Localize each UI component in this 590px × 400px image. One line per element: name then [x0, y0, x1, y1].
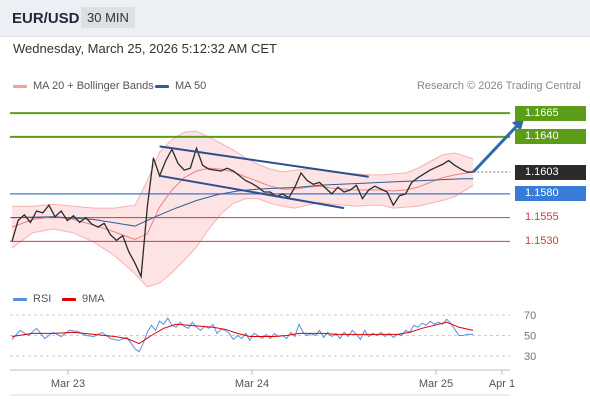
header-bar: EUR/USD 30 MIN — [0, 0, 590, 37]
level-badge-target: 1.1665 — [515, 105, 586, 121]
rsi-tick-label: 50 — [524, 330, 536, 342]
projection-arrow-shaft — [472, 125, 518, 174]
channel-upper-line — [159, 145, 369, 178]
rsi-panel: 70 50 30 — [10, 310, 536, 363]
rsi-tick-label: 70 — [524, 310, 536, 322]
ma20-swatch — [13, 84, 27, 88]
projection-layer — [472, 117, 525, 174]
ma20-line — [11, 167, 474, 241]
legend-ma50: MA 50 — [155, 80, 206, 92]
rsi-line — [11, 317, 474, 353]
legend-ma9: 9MA — [62, 293, 105, 305]
level-badge-last: 1.1603 — [515, 164, 586, 180]
channel-lower-line — [159, 174, 345, 210]
projection-arrow-head — [511, 117, 525, 131]
bollinger-upper-line — [12, 130, 474, 209]
moving-average-layer — [11, 167, 474, 241]
ma50-line — [11, 178, 474, 227]
rsi-swatch — [13, 297, 27, 301]
time-tick-label: Mar 24 — [235, 378, 269, 390]
level-badge-support: 1.1555 — [525, 211, 559, 224]
bollinger-band-layer — [11, 130, 474, 288]
symbol-title: EUR/USD — [12, 10, 80, 27]
rsi-label: RSI — [33, 293, 52, 305]
bollinger-band-fill — [12, 131, 474, 287]
rsi-ma9-line — [11, 321, 474, 345]
level-badge-support: 1.1530 — [525, 234, 559, 247]
ma20-label: MA 20 + Bollinger Bands — [33, 80, 154, 92]
timeframe-badge[interactable]: 30 MIN — [81, 7, 135, 28]
time-tick-label: Apr 1 — [489, 378, 515, 390]
timestamp: Wednesday, March 25, 2026 5:12:32 AM CET — [13, 41, 277, 56]
legend-rsi: RSI — [13, 293, 51, 305]
bollinger-lower-line — [11, 184, 474, 288]
price-layer — [11, 146, 474, 279]
level-badge-resistance: 1.1640 — [515, 129, 586, 145]
time-tick-label: Mar 25 — [419, 378, 453, 390]
time-tick-label: Mar 23 — [51, 378, 85, 390]
level-badge-pivot: 1.1580 — [515, 186, 586, 202]
time-axis: Mar 23 Mar 24 Mar 25 Apr 1 — [10, 369, 515, 396]
ma50-swatch — [155, 84, 169, 88]
ma50-label: MA 50 — [175, 80, 207, 92]
rsi-tick-label: 30 — [524, 351, 536, 363]
channel-layer — [159, 145, 369, 210]
ma9-label: 9MA — [82, 293, 105, 305]
ma9-swatch — [62, 297, 76, 301]
price-line — [11, 146, 474, 279]
credit-text: Research © 2026 Trading Central — [416, 80, 581, 92]
legend-ma20: MA 20 + Bollinger Bands — [13, 80, 154, 92]
